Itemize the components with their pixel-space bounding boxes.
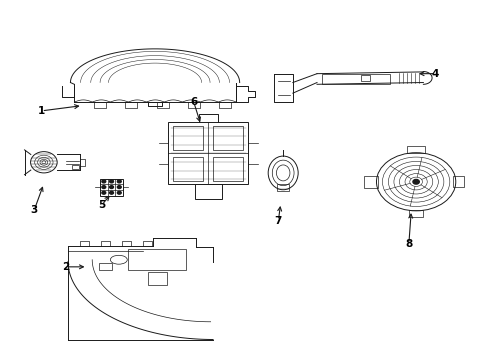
Circle shape [117,192,121,194]
Circle shape [102,180,105,183]
Bar [72,165,79,168]
Bar [173,126,203,150]
Bar [364,176,377,188]
Text: 8: 8 [405,239,412,249]
Circle shape [109,180,113,183]
Bar [277,184,288,191]
Circle shape [102,192,105,194]
Circle shape [412,179,418,184]
Bar [100,179,123,195]
Bar [173,157,203,181]
Bar [99,263,111,270]
Circle shape [109,186,113,189]
Text: 6: 6 [190,97,197,107]
Text: 1: 1 [38,106,45,116]
Text: 4: 4 [431,69,438,79]
Text: 2: 2 [62,262,69,272]
Circle shape [102,186,105,189]
Bar [128,249,186,270]
Bar [213,126,243,150]
Text: 7: 7 [274,216,282,226]
Bar [168,122,247,184]
Text: 3: 3 [31,205,38,215]
Bar [147,272,167,284]
Bar [408,210,423,217]
Bar [360,75,369,81]
Bar [213,157,243,181]
Bar [321,74,389,84]
Bar [452,176,463,187]
Text: 5: 5 [98,200,105,210]
Bar [195,184,221,199]
Circle shape [109,192,113,194]
Circle shape [117,186,121,189]
Bar [407,145,424,153]
Circle shape [117,180,121,183]
